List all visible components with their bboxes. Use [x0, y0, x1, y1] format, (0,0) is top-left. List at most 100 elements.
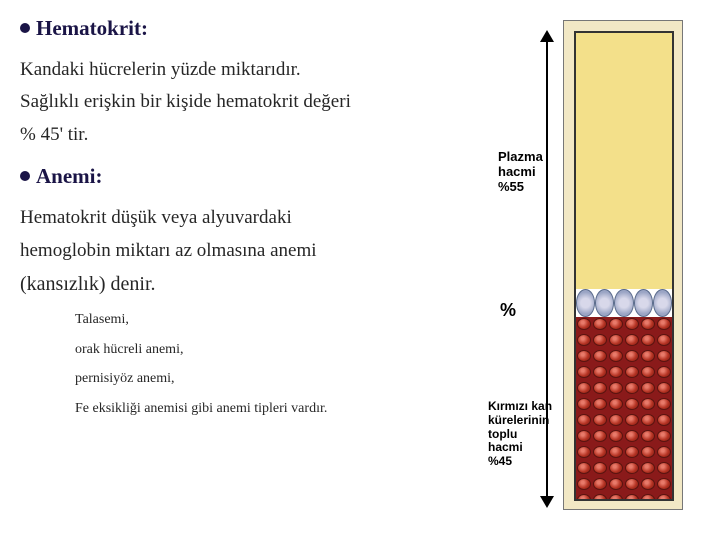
rbc-icon: [593, 414, 607, 426]
rbc-icon: [593, 334, 607, 346]
rbc-icon: [657, 350, 671, 362]
rbc-icon: [609, 334, 623, 346]
rbc-icon: [593, 430, 607, 442]
rbc-icon: [641, 430, 655, 442]
wbc-icon: [634, 289, 653, 317]
rbc-icon: [593, 462, 607, 474]
plasma-region: [576, 33, 672, 289]
wbc-icon: [595, 289, 614, 317]
rbc-icon: [625, 446, 639, 458]
rbc-icon: [641, 446, 655, 458]
rbc-icon: [641, 318, 655, 330]
rbc-icon: [609, 494, 623, 499]
rbc-icon: [609, 350, 623, 362]
anemia-types-list: Talasemi, orak hücreli anemi, pernisiyöz…: [75, 310, 480, 418]
rbc-icon: [577, 462, 591, 474]
rbc-icon: [657, 446, 671, 458]
rbc-icon: [577, 430, 591, 442]
rbc-icon: [625, 366, 639, 378]
plasma-label: Plazma hacmi %55: [498, 150, 543, 195]
wbc-icon: [614, 289, 633, 317]
heading-text: Anemi:: [36, 164, 103, 188]
rbc-icon: [625, 414, 639, 426]
rbc-icon: [593, 382, 607, 394]
rbc-icon: [593, 478, 607, 490]
rbc-region: [576, 317, 672, 499]
rbc-icon: [577, 494, 591, 499]
list-item: pernisiyöz anemi,: [75, 369, 480, 389]
rbc-icon: [609, 398, 623, 410]
rbc-icon: [609, 382, 623, 394]
wbc-icon: [576, 289, 595, 317]
rbc-icon: [593, 350, 607, 362]
paragraph: hemoglobin miktarı az olmasına anemi: [20, 236, 480, 266]
rbc-icon: [577, 366, 591, 378]
paragraph: (kansızlık) denir.: [20, 268, 480, 300]
rbc-label: Kırmızı kan kürelerinin toplu hacmi %45: [488, 400, 552, 469]
label-text: hacmi: [498, 164, 536, 179]
rbc-icon: [641, 478, 655, 490]
rbc-icon: [609, 446, 623, 458]
rbc-icon: [625, 318, 639, 330]
list-item: Talasemi,: [75, 310, 480, 330]
tube-frame: [563, 20, 683, 510]
rbc-icon: [593, 494, 607, 499]
label-text: %55: [498, 179, 524, 194]
rbc-icon: [641, 350, 655, 362]
rbc-icon: [593, 398, 607, 410]
rbc-icon: [657, 430, 671, 442]
list-item: orak hücreli anemi,: [75, 340, 480, 360]
rbc-icon: [625, 350, 639, 362]
rbc-icon: [625, 334, 639, 346]
paragraph: Sağlıklı erişkin bir kişide hematokrit d…: [20, 87, 480, 117]
rbc-icon: [625, 462, 639, 474]
rbc-icon: [577, 334, 591, 346]
rbc-icon: [657, 478, 671, 490]
heading-text: Hematokrit:: [36, 16, 148, 40]
rbc-icon: [577, 382, 591, 394]
rbc-icon: [657, 366, 671, 378]
rbc-icon: [577, 398, 591, 410]
hematocrit-diagram: Plazma hacmi %55 % Kırmızı kan kürelerin…: [508, 20, 698, 510]
rbc-icon: [641, 382, 655, 394]
heading-hematokrit: Hematokrit:: [20, 16, 480, 41]
rbc-icon: [641, 366, 655, 378]
text-content: Hematokrit: Kandaki hücrelerin yüzde mik…: [20, 10, 480, 428]
rbc-icon: [577, 350, 591, 362]
rbc-icon: [641, 414, 655, 426]
wbc-icon: [653, 289, 672, 317]
bullet-icon: [20, 23, 30, 33]
label-text: %45: [488, 454, 512, 468]
paragraph: Hematokrit düşük veya alyuvardaki: [20, 203, 480, 233]
rbc-icon: [593, 366, 607, 378]
rbc-icon: [609, 366, 623, 378]
tube: [574, 31, 674, 501]
rbc-icon: [657, 382, 671, 394]
rbc-icon: [609, 430, 623, 442]
rbc-icon: [577, 414, 591, 426]
rbc-icon: [577, 478, 591, 490]
rbc-icon: [625, 398, 639, 410]
label-text: Kırmızı kan: [488, 399, 552, 413]
rbc-icon: [593, 446, 607, 458]
paragraph: Kandaki hücrelerin yüzde miktarıdır.: [20, 55, 480, 85]
rbc-icon: [577, 318, 591, 330]
rbc-icon: [657, 462, 671, 474]
rbc-icon: [609, 414, 623, 426]
rbc-icon: [609, 478, 623, 490]
rbc-icon: [657, 334, 671, 346]
rbc-icon: [609, 318, 623, 330]
rbc-icon: [625, 382, 639, 394]
rbc-icon: [641, 398, 655, 410]
rbc-icon: [593, 318, 607, 330]
label-text: hacmi: [488, 440, 523, 454]
rbc-icon: [641, 494, 655, 499]
rbc-icon: [625, 430, 639, 442]
rbc-icon: [657, 398, 671, 410]
arrow-down-icon: [540, 496, 554, 508]
rbc-icon: [625, 478, 639, 490]
arrow-up-icon: [540, 30, 554, 42]
label-text: Plazma: [498, 149, 543, 164]
rbc-icon: [657, 318, 671, 330]
list-item: Fe eksikliği anemisi gibi anemi tipleri …: [75, 399, 480, 419]
